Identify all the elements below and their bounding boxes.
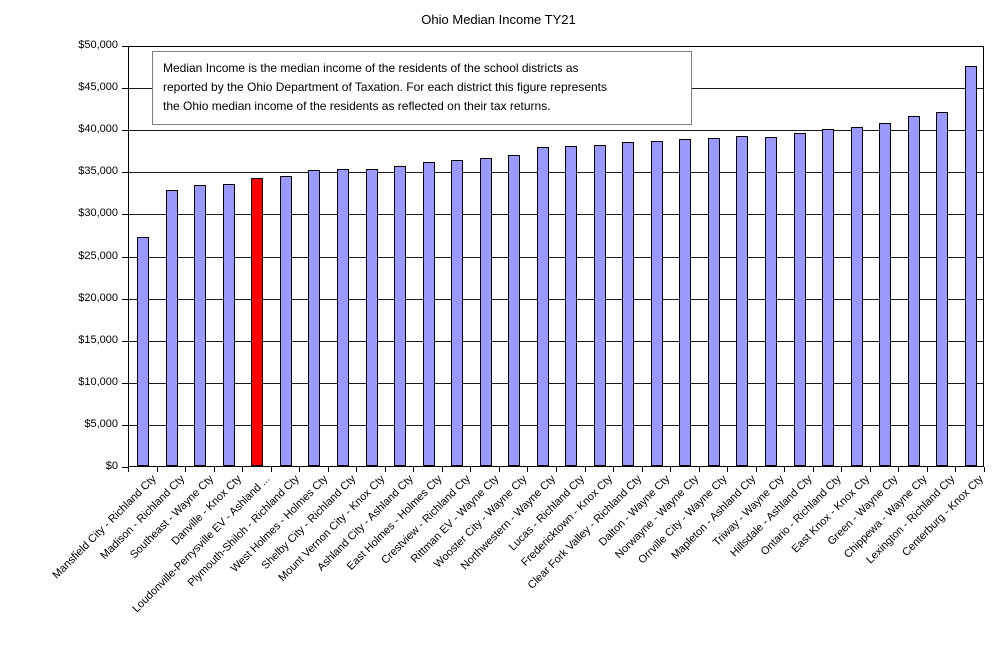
- annotation-box: Median Income is the median income of th…: [152, 51, 692, 125]
- y-axis-label: $15,000: [78, 333, 118, 346]
- y-axis-label: $10,000: [78, 375, 118, 388]
- annotation-text: Median Income is the median income of th…: [163, 59, 681, 116]
- y-axis-label: $0: [105, 460, 118, 472]
- gridline: [129, 172, 983, 174]
- y-axis-label: $20,000: [78, 291, 118, 304]
- x-axis-tick: [413, 467, 414, 472]
- y-axis-tick: [122, 340, 128, 342]
- bar: [907, 116, 920, 466]
- gridline: [129, 340, 983, 342]
- x-axis-tick: [756, 467, 757, 472]
- gridline: [129, 424, 983, 426]
- y-axis-tick: [122, 172, 128, 174]
- chart-title: Ohio Median Income TY21: [421, 12, 576, 27]
- bar: [765, 137, 777, 466]
- bar: [936, 112, 949, 466]
- bar: [879, 123, 892, 466]
- x-axis-tick: [527, 467, 528, 472]
- y-axis-tick: [122, 467, 128, 468]
- y-axis-label: $50,000: [78, 39, 118, 51]
- x-axis-tick: [185, 467, 186, 472]
- bar: [337, 169, 349, 466]
- bar: [394, 166, 407, 466]
- x-axis-tick: [699, 467, 700, 472]
- x-axis-tick: [841, 467, 842, 472]
- annotation-line: Median Income is the median income of th…: [163, 61, 579, 75]
- x-axis-tick: [214, 467, 215, 472]
- x-axis-tick: [784, 467, 785, 472]
- x-axis-tick: [271, 467, 272, 472]
- bar: [508, 155, 521, 466]
- bar: [222, 184, 235, 466]
- bar: [308, 170, 321, 466]
- bar: [650, 141, 663, 466]
- bar: [679, 139, 692, 466]
- y-axis-label: $5,000: [84, 417, 118, 430]
- x-axis-tick: [385, 467, 386, 472]
- bar: [365, 169, 378, 466]
- y-axis-label: $35,000: [78, 165, 118, 178]
- bar: [622, 142, 635, 466]
- bar: [850, 127, 863, 466]
- gridline: [129, 214, 983, 216]
- bar: [422, 162, 435, 466]
- x-axis-tick: [299, 467, 300, 472]
- y-axis-label: $30,000: [78, 207, 118, 220]
- y-axis-label: $45,000: [78, 81, 118, 94]
- y-axis-tick: [122, 46, 128, 47]
- y-axis-tick: [122, 88, 128, 90]
- x-axis-tick: [128, 467, 129, 472]
- gridline: [129, 298, 983, 300]
- y-axis-tick: [122, 256, 128, 258]
- x-axis-tick: [927, 467, 928, 472]
- y-axis-label: $25,000: [78, 249, 118, 262]
- x-axis-tick: [556, 467, 557, 472]
- annotation-line: reported by the Ohio Department of Taxat…: [163, 80, 607, 94]
- bar: [536, 147, 549, 466]
- x-axis-tick: [813, 467, 814, 472]
- bar: [964, 66, 977, 466]
- y-axis-tick: [122, 130, 128, 132]
- y-axis-tick: [122, 382, 128, 384]
- highlighted-bar: [251, 178, 264, 466]
- bar: [565, 146, 578, 466]
- bar: [165, 190, 178, 466]
- bar: [736, 136, 749, 466]
- bar: [707, 138, 720, 466]
- x-axis-tick: [356, 467, 357, 472]
- x-axis-tick: [242, 467, 243, 472]
- bar: [451, 160, 464, 466]
- x-axis-tick: [955, 467, 956, 472]
- x-axis-tick: [470, 467, 471, 472]
- x-axis-tick: [898, 467, 899, 472]
- y-axis-tick: [122, 214, 128, 216]
- gridline: [129, 256, 983, 258]
- x-axis-tick: [642, 467, 643, 472]
- bar: [194, 185, 207, 466]
- bar: [822, 129, 835, 466]
- x-axis-label: Mansfield City - Richland Cty: [50, 473, 159, 582]
- x-axis-tick: [328, 467, 329, 472]
- x-axis-tick: [613, 467, 614, 472]
- x-axis-tick: [984, 467, 985, 472]
- y-axis-tick: [122, 424, 128, 426]
- bar: [593, 145, 606, 466]
- x-axis-tick: [442, 467, 443, 472]
- x-axis-tick: [585, 467, 586, 472]
- gridline: [129, 130, 983, 132]
- bar: [479, 158, 492, 466]
- bar: [279, 176, 292, 466]
- annotation-line: the Ohio median income of the residents …: [163, 99, 551, 113]
- x-axis-tick: [727, 467, 728, 472]
- x-axis-tick: [499, 467, 500, 472]
- bar: [793, 133, 806, 466]
- gridline: [129, 382, 983, 384]
- x-axis-tick: [157, 467, 158, 472]
- x-axis-tick: [870, 467, 871, 472]
- x-axis-tick: [670, 467, 671, 472]
- y-axis-label: $40,000: [78, 123, 118, 136]
- bar: [137, 237, 150, 466]
- y-axis-tick: [122, 298, 128, 300]
